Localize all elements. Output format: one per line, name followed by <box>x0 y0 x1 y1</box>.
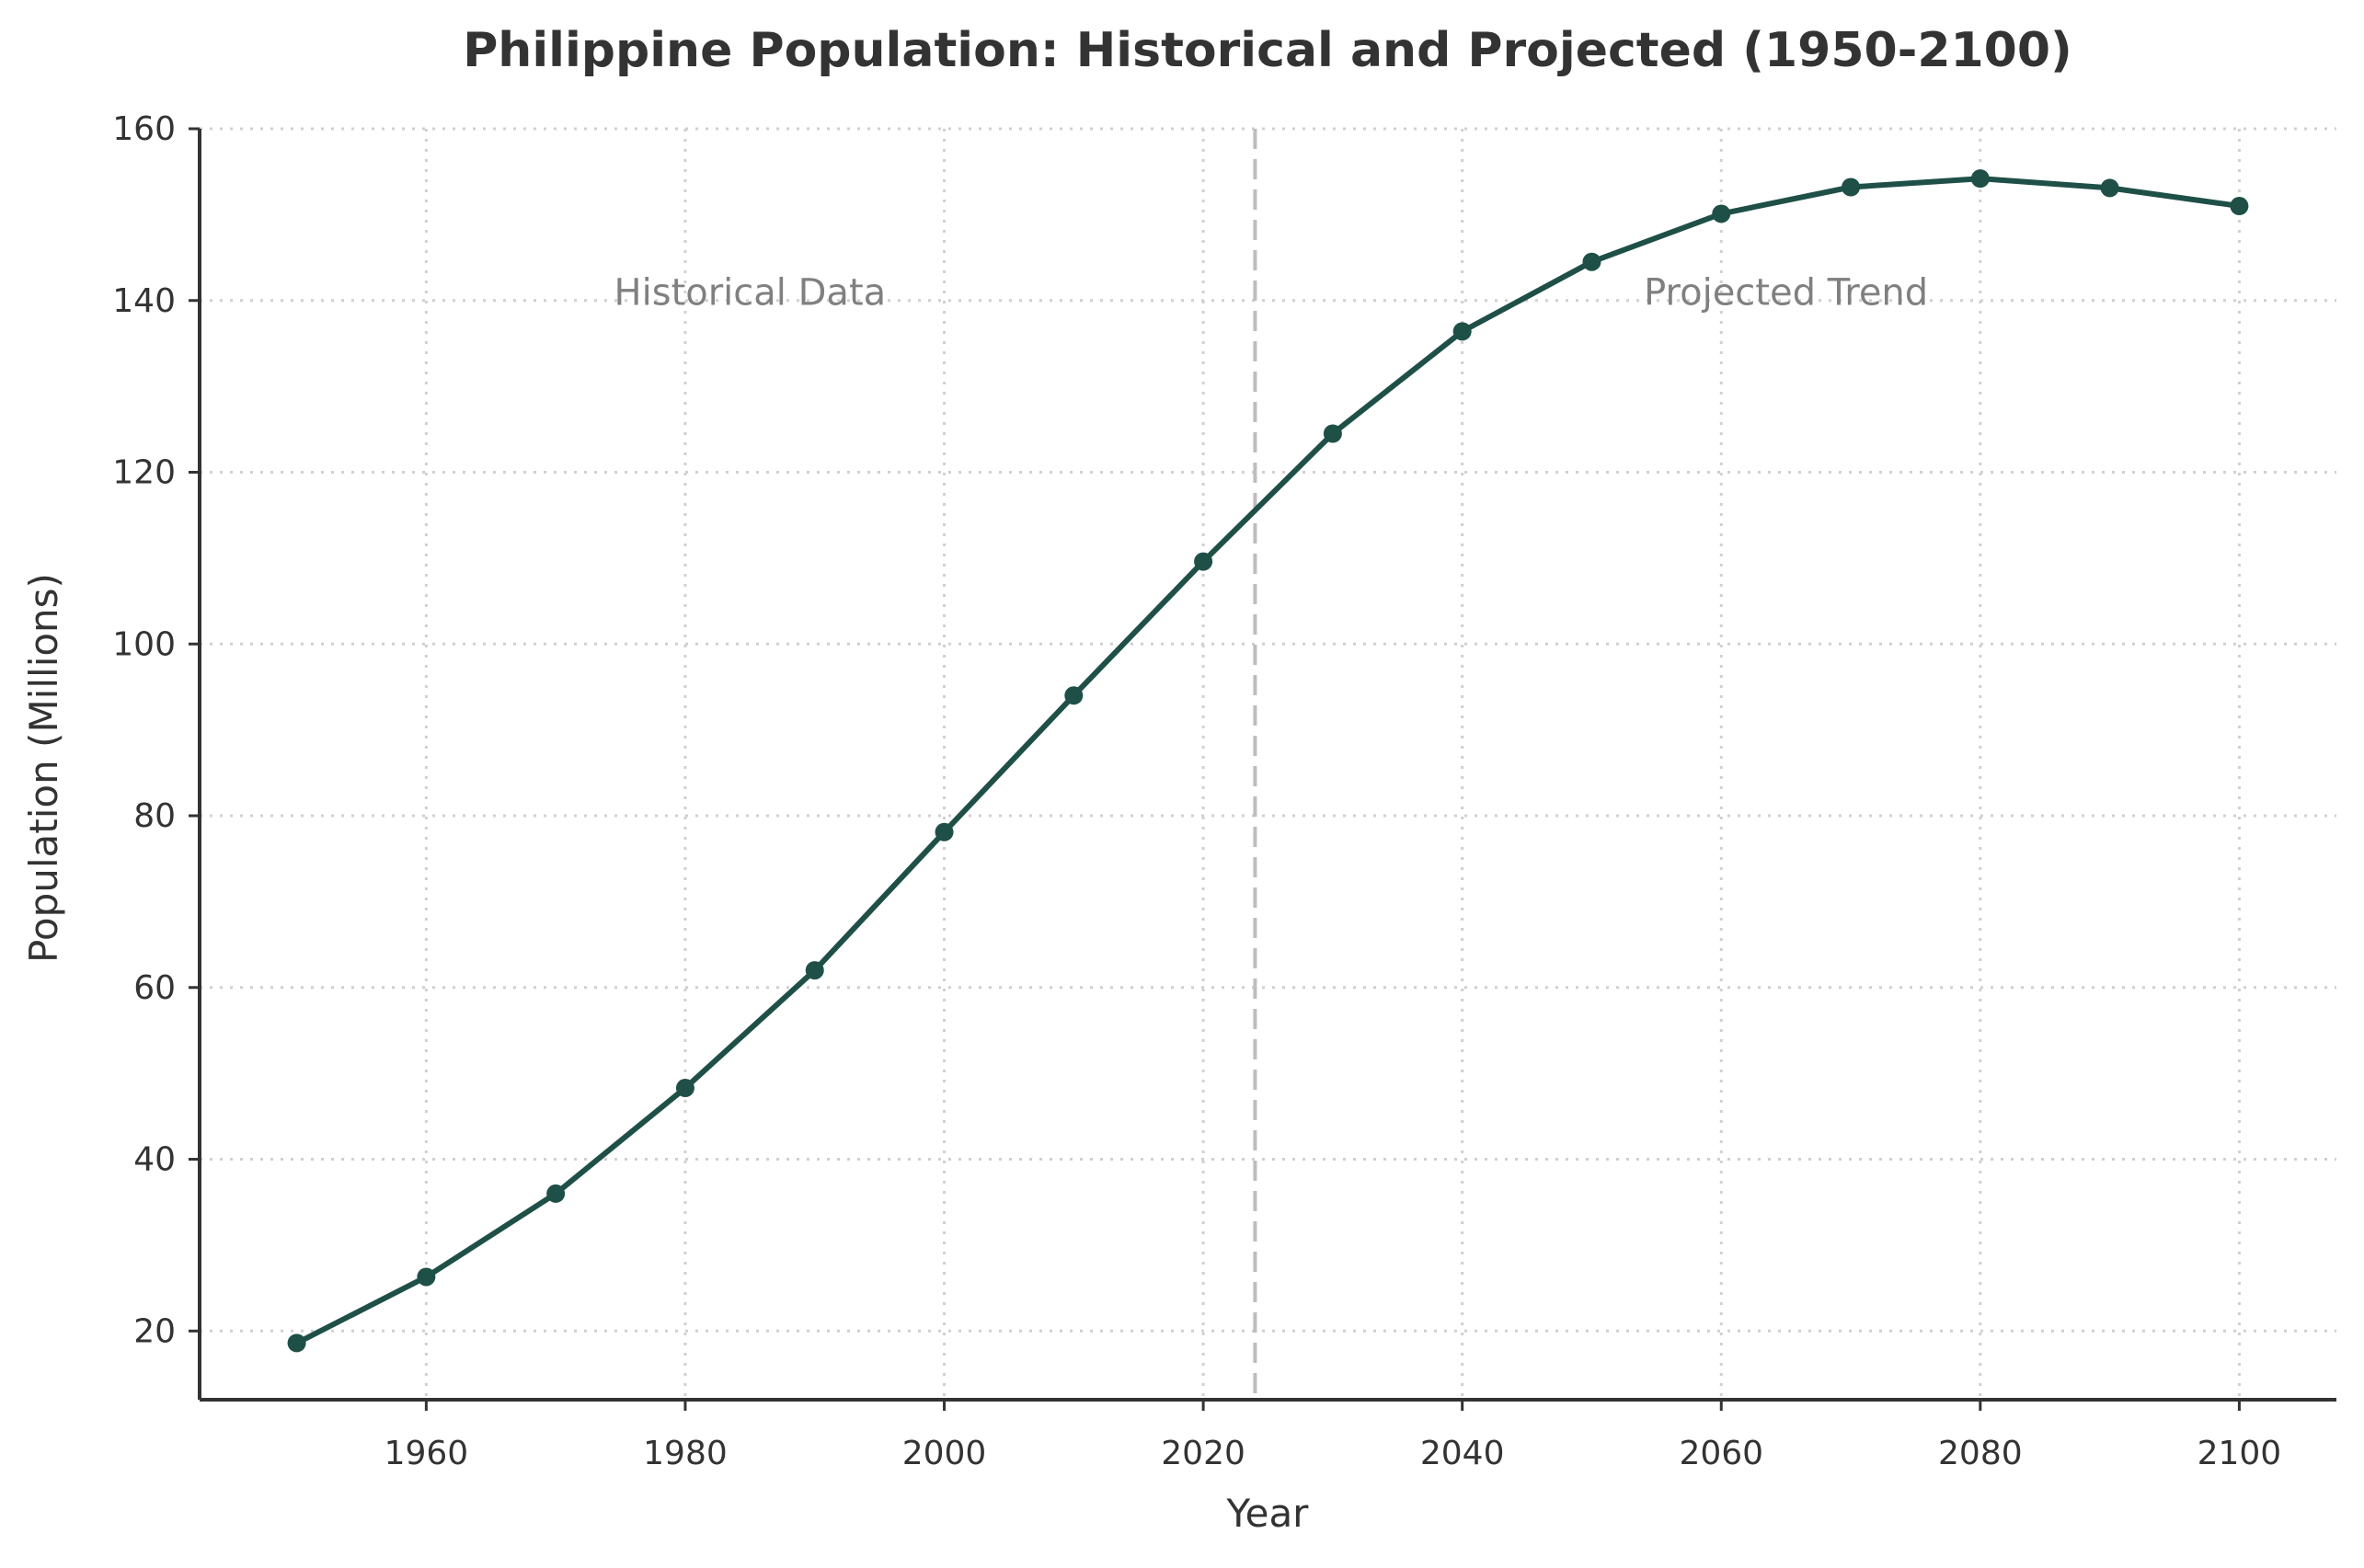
data-point-2080 <box>1970 169 1990 189</box>
x-ticks: 1960 1980 2000 2020 2040 2060 2080 2100 <box>384 1400 2282 1472</box>
x-tick-label-5: 2060 <box>1679 1435 1763 1472</box>
annotation-1: Projected Trend <box>1644 271 1928 314</box>
data-point-1990 <box>805 961 824 980</box>
y-tick-label-0: 20 <box>133 1312 176 1350</box>
data-point-2040 <box>1452 322 1472 341</box>
data-point-1980 <box>675 1079 694 1098</box>
data-point-2020 <box>1194 552 1213 571</box>
x-axis-label: Year <box>1226 1491 1310 1536</box>
y-tick-label-4: 100 <box>112 625 176 663</box>
y-tick-label-2: 60 <box>133 969 176 1007</box>
data-point-2000 <box>935 822 954 841</box>
x-tick-label-7: 2100 <box>2198 1435 2282 1472</box>
y-tick-label-6: 140 <box>112 282 176 320</box>
y-tick-label-7: 160 <box>112 110 176 148</box>
y-tick-label-1: 40 <box>133 1141 176 1179</box>
annotations: Historical Data Projected Trend <box>614 271 1929 314</box>
x-tick-label-6: 2080 <box>1938 1435 2023 1472</box>
series-line-0 <box>293 176 2243 1346</box>
x-tick-label-3: 2020 <box>1161 1435 1245 1472</box>
data-point-2050 <box>1582 252 1601 271</box>
data-point-2090 <box>2100 178 2119 198</box>
data-point-1960 <box>417 1267 436 1287</box>
data-point-1950 <box>287 1333 306 1353</box>
annotation-0: Historical Data <box>614 271 887 314</box>
grid <box>200 127 2336 1400</box>
data-point-2030 <box>1323 424 1342 443</box>
data-point-1970 <box>546 1184 566 1203</box>
x-tick-label-1: 1980 <box>643 1435 728 1472</box>
y-tick-label-5: 120 <box>112 454 176 492</box>
data-point-2010 <box>1064 686 1084 705</box>
axes <box>198 129 2336 1402</box>
series <box>287 169 2249 1353</box>
data-point-2060 <box>1712 204 1731 223</box>
y-tick-label-3: 80 <box>133 797 176 835</box>
y-ticks: 20 40 60 80 100 120 140 160 <box>112 110 200 1350</box>
x-tick-label-4: 2040 <box>1420 1435 1505 1472</box>
chart-title: Philippine Population: Historical and Pr… <box>463 23 2072 78</box>
data-point-2100 <box>2230 197 2249 216</box>
data-point-2070 <box>1842 177 1861 197</box>
y-axis-label: Population (Millions) <box>21 573 66 963</box>
x-tick-label-0: 1960 <box>384 1435 469 1472</box>
x-tick-label-2: 2000 <box>902 1435 987 1472</box>
